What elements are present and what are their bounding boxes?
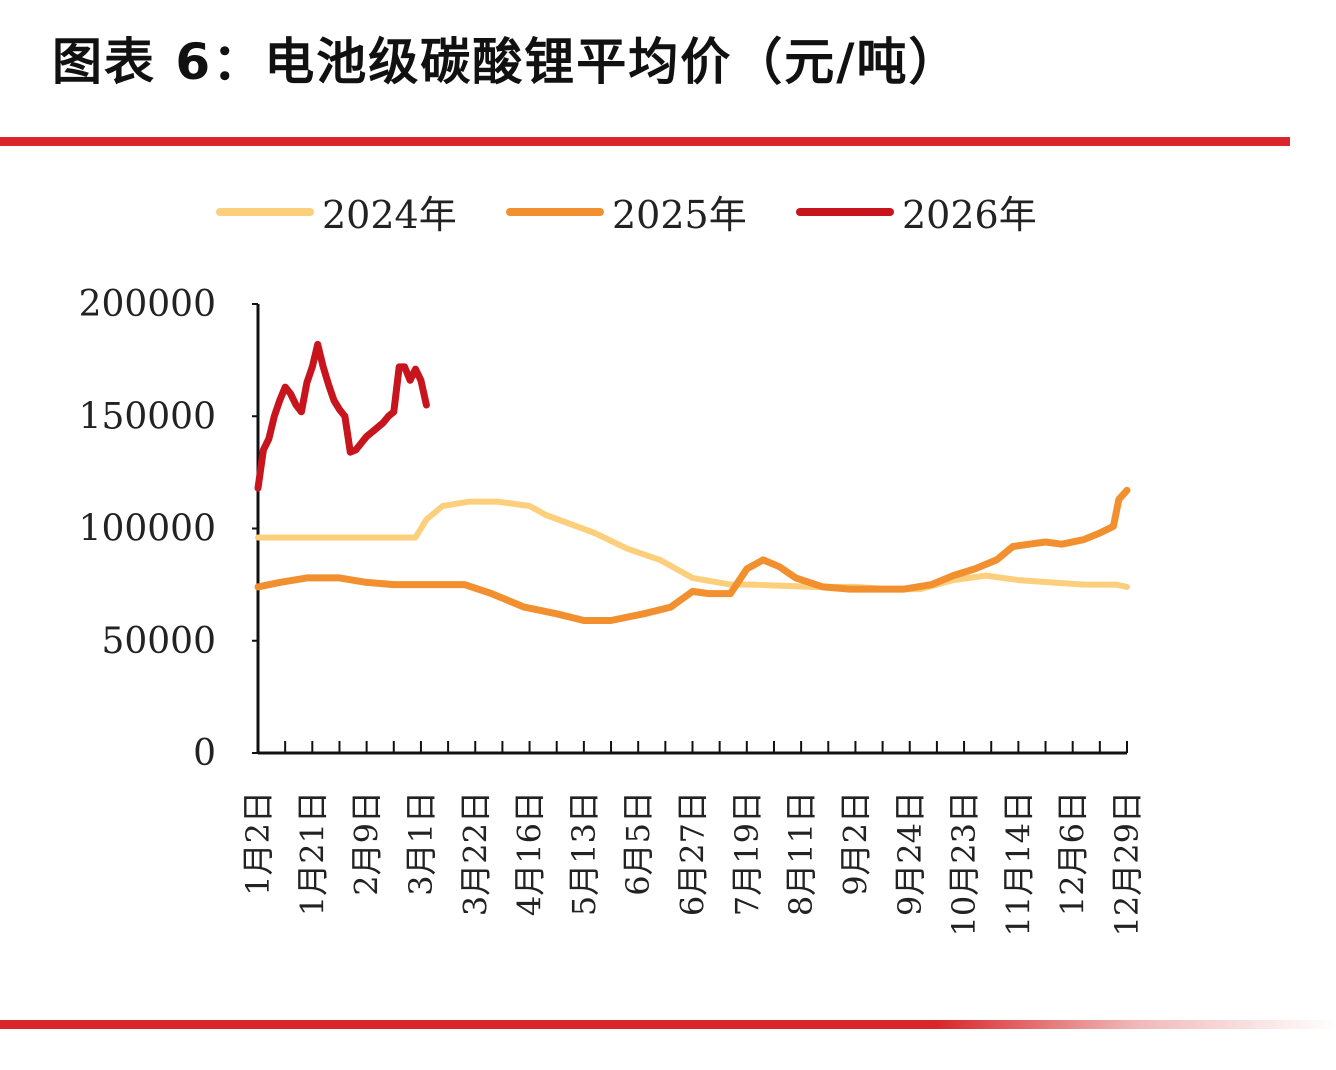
x-tick-label: 9月24日 bbox=[891, 791, 929, 916]
x-tick-label: 2月9日 bbox=[348, 791, 386, 896]
legend: 2024年 2025年 2026年 bbox=[0, 182, 1336, 242]
y-tick-label: 100000 bbox=[79, 509, 216, 550]
y-tick-label: 200000 bbox=[79, 284, 216, 325]
x-tick-label: 4月16日 bbox=[511, 791, 549, 916]
top-divider bbox=[0, 137, 1290, 146]
series-line-2025 bbox=[254, 486, 1131, 624]
legend-label-2025: 2025年 bbox=[612, 193, 747, 237]
x-tick-label: 12月29日 bbox=[1108, 791, 1146, 936]
x-tick-label: 8月11日 bbox=[782, 791, 820, 916]
x-tick-label: 10月23日 bbox=[945, 791, 983, 936]
x-tick-label: 3月1日 bbox=[402, 791, 440, 896]
x-tick-label: 11月14日 bbox=[999, 791, 1037, 936]
series-line-2024 bbox=[255, 498, 1130, 593]
x-tick-label: 6月5日 bbox=[619, 791, 657, 896]
x-tick-label: 1月2日 bbox=[239, 791, 277, 896]
x-tick-label: 7月19日 bbox=[728, 791, 766, 916]
x-tick-label: 9月2日 bbox=[836, 791, 874, 896]
legend-swatch-2025 bbox=[506, 208, 604, 216]
legend-label-2026: 2026年 bbox=[902, 193, 1037, 237]
bottom-divider bbox=[0, 1020, 1336, 1029]
x-tick-label: 12月6日 bbox=[1054, 791, 1092, 916]
y-tick-label: 0 bbox=[193, 733, 216, 774]
x-tick-label: 3月22日 bbox=[456, 791, 494, 916]
y-tick-label: 150000 bbox=[79, 396, 216, 437]
x-tick-label: 6月27日 bbox=[674, 791, 712, 916]
legend-swatch-2026 bbox=[796, 208, 894, 216]
legend-label-2024: 2024年 bbox=[322, 193, 457, 237]
series-line-2026 bbox=[254, 340, 430, 492]
y-tick-label: 50000 bbox=[101, 621, 216, 662]
x-tick-label: 5月13日 bbox=[565, 791, 603, 916]
legend-swatch-2024 bbox=[216, 208, 314, 216]
x-tick-label: 1月21日 bbox=[293, 791, 331, 916]
chart-title: 图表 6：电池级碳酸锂平均价（元/吨） bbox=[52, 33, 961, 91]
